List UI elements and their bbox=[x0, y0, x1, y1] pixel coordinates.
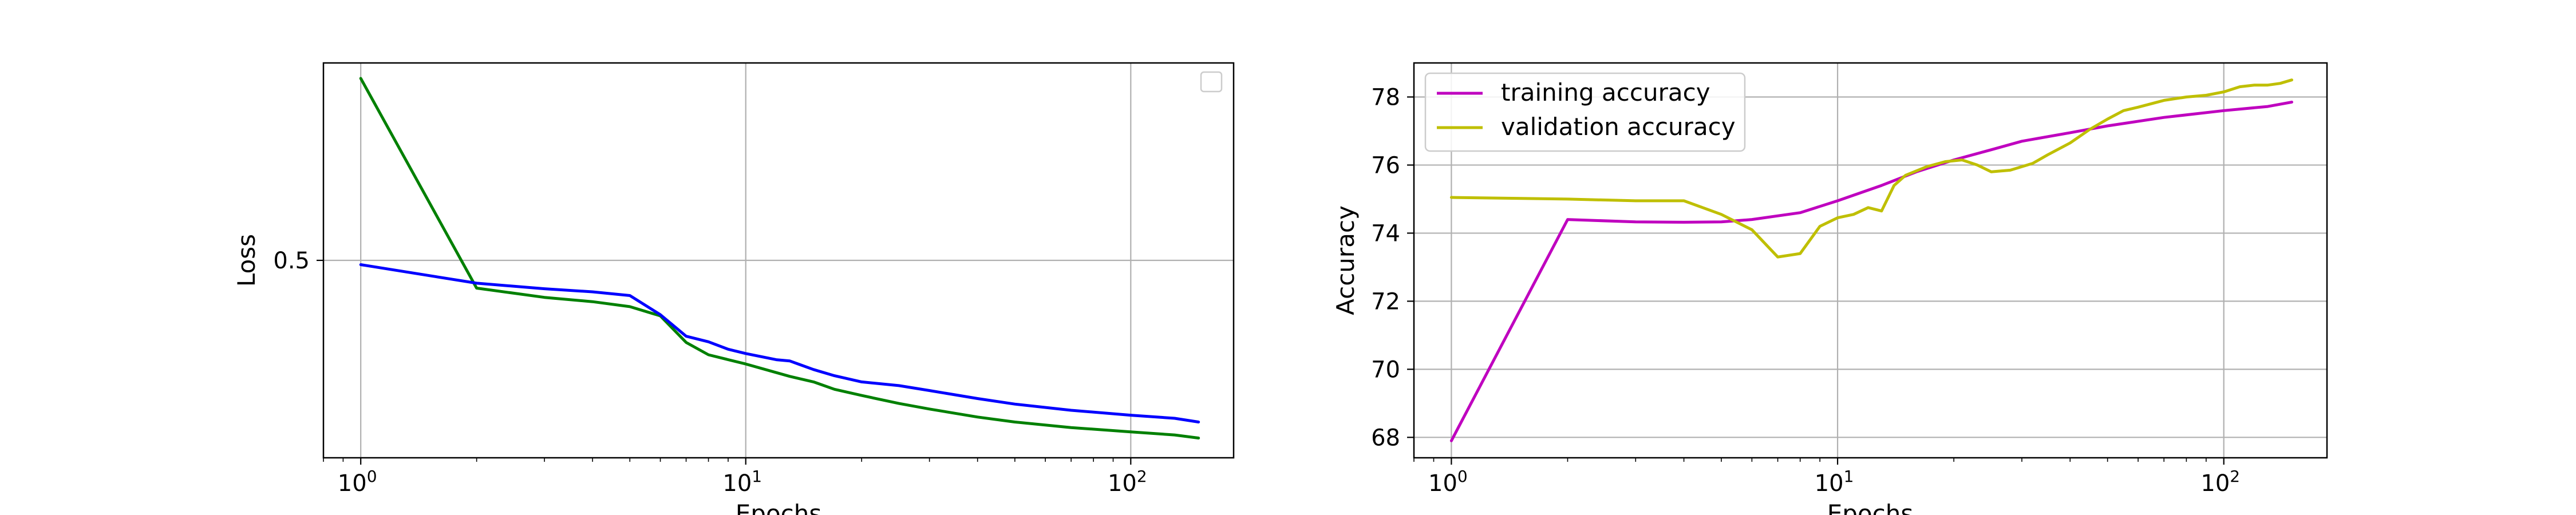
x-tick-label: 100 bbox=[338, 467, 377, 497]
loss-series-group bbox=[359, 77, 1200, 439]
loss-ticks: 100 101 102 0.5 bbox=[273, 248, 1147, 497]
accuracy-axes-frame bbox=[1413, 62, 2328, 459]
series-line-validation-accuracy bbox=[1449, 78, 2293, 259]
y-tick-label: 72 bbox=[1371, 288, 1400, 315]
x-tick-label: 101 bbox=[722, 467, 762, 497]
y-tick-label: 76 bbox=[1371, 152, 1400, 179]
loss-chart: 100 101 102 0.5 Loss Epochs bbox=[232, 62, 1235, 515]
loss-x-axis-label: Epochs bbox=[736, 500, 822, 515]
accuracy-legend-frame bbox=[1424, 72, 1746, 152]
accuracy-x-axis-label: Epochs bbox=[1827, 500, 1914, 515]
accuracy-legend: training accuracy validation accuracy bbox=[1424, 72, 1746, 152]
x-tick-label: 100 bbox=[1428, 467, 1468, 497]
x-tick-label: 102 bbox=[2200, 467, 2240, 497]
x-tick-label: 102 bbox=[1108, 467, 1147, 497]
accuracy-series-group bbox=[1449, 78, 2293, 442]
loss-empty-legend-box bbox=[1200, 71, 1223, 93]
legend-label-validation-accuracy: validation accuracy bbox=[1501, 113, 1736, 141]
legend-label-training-accuracy: training accuracy bbox=[1501, 78, 1710, 106]
accuracy-ticks: 100 101 102 68 70 72 74 76 78 bbox=[1371, 84, 2240, 497]
series-line-0-1 bbox=[359, 263, 1200, 423]
accuracy-y-axis-label: Accuracy bbox=[1332, 205, 1360, 315]
y-tick-label: 68 bbox=[1371, 425, 1400, 451]
y-tick-label: 70 bbox=[1371, 356, 1400, 383]
y-tick-label: 78 bbox=[1371, 84, 1400, 110]
y-tick-label: 74 bbox=[1371, 220, 1400, 247]
y-tick-label: 0.5 bbox=[273, 248, 310, 274]
series-line-0-0 bbox=[359, 77, 1200, 439]
x-tick-label: 101 bbox=[1815, 467, 1854, 497]
loss-grid bbox=[323, 63, 1234, 458]
accuracy-grid bbox=[1414, 63, 2327, 458]
loss-y-axis-label: Loss bbox=[232, 234, 260, 287]
accuracy-chart: 100 101 102 68 70 72 74 76 78 Accuracy Epochs tr… bbox=[1332, 62, 2328, 515]
